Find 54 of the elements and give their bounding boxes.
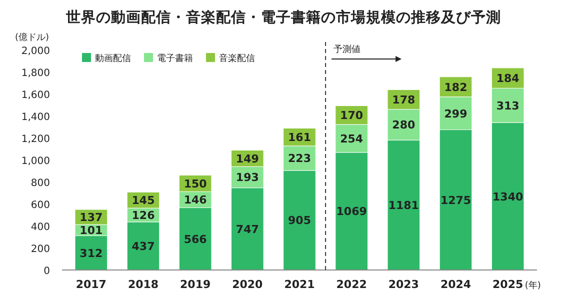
- data-label: 280: [392, 118, 416, 132]
- x-tick-label: 2021: [284, 278, 315, 291]
- data-label: 1069: [336, 205, 367, 218]
- y-tick-label: 2,000: [21, 46, 50, 57]
- x-tick-label: 2023: [388, 278, 419, 291]
- x-tick-label: 2017: [76, 278, 106, 291]
- data-label: 254: [340, 132, 364, 146]
- data-label: 149: [236, 152, 259, 166]
- data-label: 193: [236, 171, 259, 184]
- data-label: 126: [132, 209, 156, 222]
- legend-label: 電子書籍: [157, 53, 193, 64]
- data-label: 178: [392, 94, 416, 106]
- data-label: 313: [496, 99, 520, 112]
- legend-label: 動画配信: [95, 53, 131, 64]
- y-tick-label: 400: [30, 222, 50, 233]
- y-tick-label: 1,400: [21, 112, 50, 123]
- y-tick-label: 600: [30, 200, 50, 211]
- data-label: 312: [80, 246, 103, 260]
- data-label: 182: [444, 80, 468, 94]
- x-axis-title: (年): [524, 280, 541, 291]
- legend-label: 音楽配信: [219, 53, 255, 64]
- chart-title: 世界の動画配信・音楽配信・電子書籍の市場規模の推移及び予測: [65, 8, 501, 26]
- data-label: 1275: [440, 194, 472, 207]
- annotation: 予測値: [334, 44, 361, 55]
- x-tick-label: 2018: [128, 278, 159, 291]
- data-label: 170: [340, 109, 364, 122]
- data-label: 299: [444, 107, 468, 120]
- y-axis-title: (億ドル): [14, 32, 50, 43]
- data-label: 747: [236, 222, 259, 236]
- data-label: 145: [132, 194, 155, 208]
- x-tick-label: 2025: [492, 278, 524, 291]
- x-tick-label: 2019: [180, 278, 211, 291]
- y-tick-label: 1,600: [21, 90, 50, 101]
- x-tick-label: 2022: [336, 278, 367, 291]
- data-label: 566: [184, 232, 208, 246]
- data-label: 101: [80, 224, 103, 238]
- data-label: 1181: [388, 199, 419, 212]
- x-tick-label: 2024: [440, 278, 472, 291]
- data-label: 150: [184, 177, 208, 190]
- y-tick-label: 800: [30, 178, 50, 189]
- x-tick-label: 2020: [232, 278, 264, 291]
- data-label: 161: [288, 131, 311, 144]
- y-tick-label: 1,000: [21, 156, 50, 167]
- data-label: 184: [496, 72, 520, 86]
- y-tick-label: 1,800: [21, 68, 50, 79]
- data-label: 437: [132, 240, 155, 253]
- data-label: 905: [288, 214, 311, 228]
- y-tick-label: 1,200: [21, 134, 50, 145]
- y-tick-label: 200: [30, 244, 50, 255]
- y-tick-label: 0: [44, 266, 50, 277]
- data-label: 223: [288, 152, 311, 166]
- data-label: 1340: [492, 190, 524, 204]
- data-label: 146: [184, 194, 208, 207]
- data-label: 137: [80, 211, 103, 224]
